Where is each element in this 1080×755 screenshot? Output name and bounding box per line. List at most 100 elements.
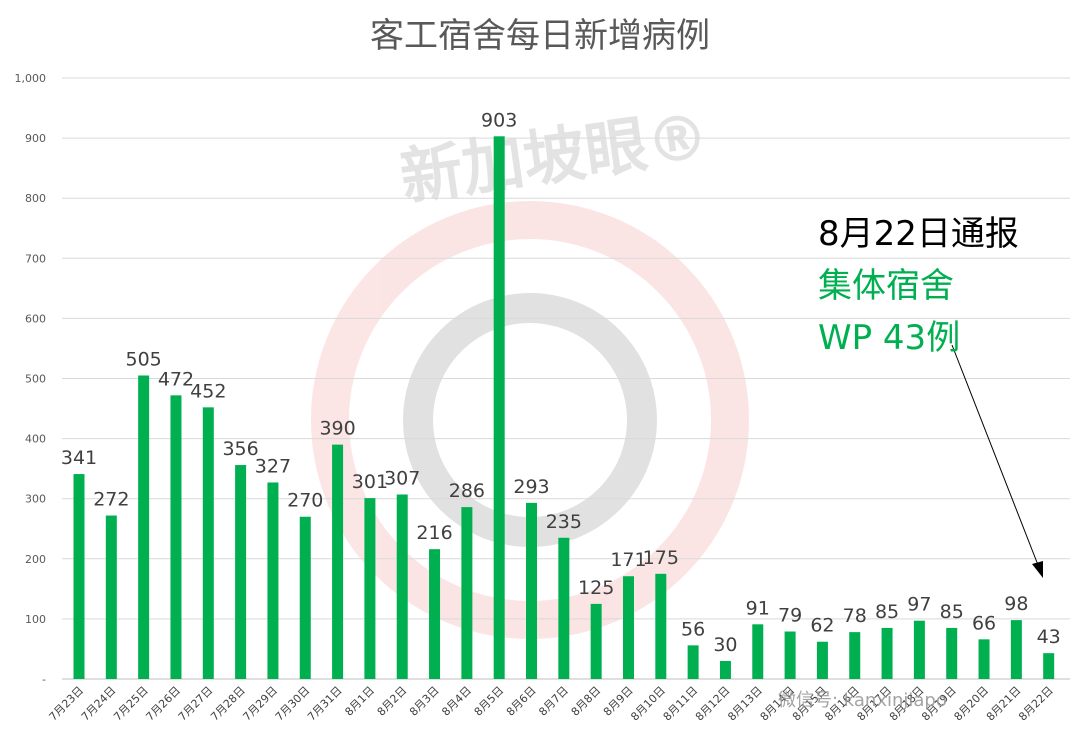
x-tick-label: 8月10日	[628, 684, 668, 724]
y-tick-label: 100	[25, 613, 46, 626]
y-tick-label: 700	[25, 252, 46, 265]
y-tick-label: -	[42, 673, 46, 686]
y-tick-label: 400	[25, 433, 46, 446]
annotation-line-3: WP 43例	[818, 318, 961, 358]
x-tick-label: 8月22日	[1016, 684, 1056, 724]
x-tick-label: 7月24日	[79, 684, 119, 724]
data-label: 62	[810, 615, 834, 637]
x-tick-label: 7月30日	[273, 684, 313, 724]
bar	[978, 639, 990, 679]
bar	[105, 515, 117, 679]
data-label: 235	[546, 511, 582, 533]
data-label: 272	[93, 489, 129, 511]
annotation-arrow-head	[1032, 561, 1043, 578]
x-tick-label: 8月21日	[984, 684, 1024, 724]
y-tick-label: 1,000	[15, 72, 47, 85]
bar	[1043, 653, 1055, 679]
bar	[364, 498, 376, 679]
y-tick-label: 600	[25, 312, 46, 325]
annotation-box: 8月22日通报 集体宿舍 WP 43例	[818, 208, 1019, 364]
bar	[73, 474, 85, 679]
annotation-arrow-line	[951, 344, 1039, 566]
x-tick-label: 8月5日	[472, 684, 507, 719]
data-label: 56	[681, 618, 705, 640]
bar	[687, 645, 699, 679]
bar	[299, 516, 311, 679]
x-tick-label: 8月11日	[661, 684, 701, 724]
y-tick-label: 500	[25, 373, 46, 386]
bar	[202, 407, 214, 679]
bar	[816, 641, 828, 679]
x-tick-label: 8月2日	[375, 684, 410, 719]
data-label: 91	[746, 597, 770, 619]
bar	[235, 465, 247, 679]
bar	[396, 494, 408, 679]
bar	[429, 549, 441, 679]
data-label: 472	[158, 368, 194, 390]
x-tick-label: 8月20日	[952, 684, 992, 724]
data-label: 85	[940, 601, 964, 623]
data-label: 505	[126, 348, 162, 370]
x-tick-label: 7月23日	[47, 684, 87, 724]
data-label: 341	[61, 447, 97, 469]
data-label: 270	[287, 490, 323, 512]
data-label: 216	[416, 522, 452, 544]
bar	[913, 620, 925, 679]
bar	[526, 502, 538, 679]
x-tick-label: 8月1日	[342, 684, 377, 719]
x-tick-label: 8月3日	[407, 684, 442, 719]
x-tick-label: 8月12日	[693, 684, 733, 724]
bar	[849, 632, 861, 679]
data-label: 43	[1037, 626, 1061, 648]
data-label: 301	[352, 471, 388, 493]
x-tick-label: 7月26日	[143, 684, 183, 724]
x-tick-label: 8月13日	[725, 684, 765, 724]
bar	[784, 631, 796, 679]
chart-title: 客工宿舍每日新增病例	[370, 16, 710, 56]
x-tick-label: 7月25日	[111, 684, 151, 724]
bar	[655, 573, 667, 679]
x-tick-label: 8月8日	[569, 684, 604, 719]
data-label: 293	[513, 476, 549, 498]
bar	[493, 136, 505, 679]
bar	[622, 576, 634, 679]
bar	[590, 603, 602, 679]
y-tick-label: 900	[25, 132, 46, 145]
bar	[881, 627, 893, 679]
bar	[752, 624, 764, 679]
data-label: 307	[384, 467, 420, 489]
x-tick-label: 7月27日	[176, 684, 216, 724]
data-label: 903	[481, 109, 517, 131]
bar	[558, 537, 570, 679]
data-label: 175	[643, 547, 679, 569]
data-label: 356	[222, 438, 258, 460]
x-tick-label: 7月29日	[240, 684, 280, 724]
data-label: 78	[843, 605, 867, 627]
data-label: 85	[875, 601, 899, 623]
svg-text:新加坡眼®: 新加坡眼®	[396, 99, 713, 214]
data-label: 30	[713, 634, 737, 656]
x-tick-label: 7月31日	[305, 684, 345, 724]
annotation-line-1: 8月22日通报	[818, 214, 1019, 254]
bar	[170, 395, 182, 679]
y-tick-label: 200	[25, 553, 46, 566]
bar	[138, 375, 150, 679]
x-tick-label: 7月28日	[208, 684, 248, 724]
data-label: 286	[449, 480, 485, 502]
data-label: 97	[907, 594, 931, 616]
data-label: 125	[578, 577, 614, 599]
x-tick-label: 8月6日	[504, 684, 539, 719]
bar	[719, 660, 731, 679]
data-label: 390	[319, 418, 355, 440]
data-label: 327	[255, 455, 291, 477]
y-tick-label: 300	[25, 493, 46, 506]
data-label: 79	[778, 605, 802, 627]
y-tick-label: 800	[25, 192, 46, 205]
data-label: 98	[1004, 593, 1028, 615]
annotation-line-2: 集体宿舍	[818, 266, 954, 306]
data-label: 66	[972, 612, 996, 634]
x-tick-label: 8月4日	[439, 684, 474, 719]
bar	[461, 507, 473, 679]
